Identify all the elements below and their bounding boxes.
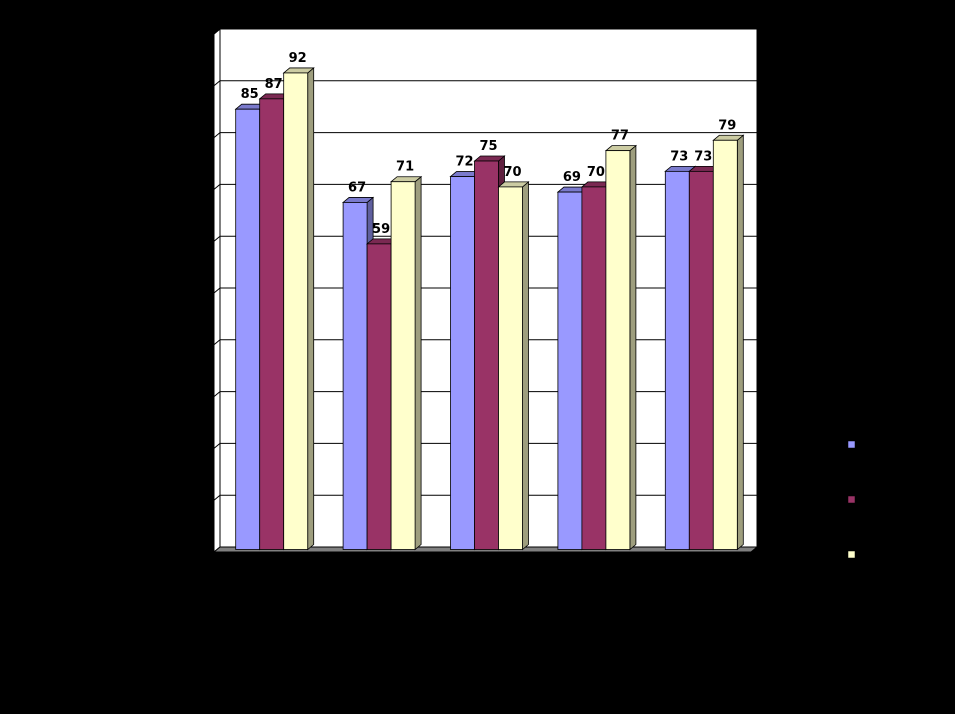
data-label: 70 (587, 165, 605, 180)
bar (605, 150, 631, 550)
data-label: 69 (563, 170, 581, 185)
bar (712, 139, 738, 550)
bar-top (604, 145, 638, 152)
bar (259, 98, 285, 550)
data-label: 72 (455, 155, 473, 170)
bar (664, 170, 690, 550)
bar-top (712, 134, 745, 141)
bar (366, 243, 392, 550)
bar-top (473, 155, 506, 162)
bar (342, 202, 368, 550)
gridline-side (213, 235, 221, 242)
data-label: 59 (372, 222, 390, 237)
data-label: 85 (241, 87, 259, 102)
bar-top (389, 176, 423, 183)
data-label: 77 (611, 129, 629, 144)
gridline-side (213, 132, 221, 138)
bar (235, 108, 261, 550)
gridline-side (213, 443, 221, 449)
gridline-side (213, 287, 221, 294)
bar (450, 176, 475, 550)
bar-side (736, 134, 744, 551)
bar (581, 186, 607, 550)
bar (390, 181, 416, 550)
bar (688, 170, 714, 550)
legend-key (847, 550, 856, 559)
data-label: 75 (479, 139, 497, 154)
bar (283, 72, 309, 550)
data-label: 79 (718, 118, 736, 133)
bar-top (497, 181, 530, 188)
data-label: 70 (503, 165, 521, 180)
gridline-side (213, 80, 221, 87)
data-label: 73 (694, 149, 712, 164)
bar-side (307, 67, 315, 551)
gridline-side (213, 391, 221, 397)
bar-side (414, 175, 422, 551)
data-label: 67 (348, 180, 366, 195)
gridline-side (213, 494, 221, 501)
bar (474, 160, 499, 550)
data-label: 87 (265, 77, 283, 92)
gridline-side (213, 184, 221, 190)
bar-side (629, 144, 637, 551)
bar (498, 186, 523, 550)
gridline-side (213, 339, 221, 346)
bar-top (341, 197, 375, 203)
data-label: 92 (289, 51, 307, 66)
legend-key (847, 440, 856, 449)
legend-key (847, 495, 856, 504)
gridline-side (213, 28, 221, 35)
bar-side (522, 181, 529, 551)
bar (557, 191, 583, 550)
bar-top (282, 67, 315, 74)
data-label: 71 (396, 160, 414, 175)
data-label: 73 (670, 149, 688, 164)
